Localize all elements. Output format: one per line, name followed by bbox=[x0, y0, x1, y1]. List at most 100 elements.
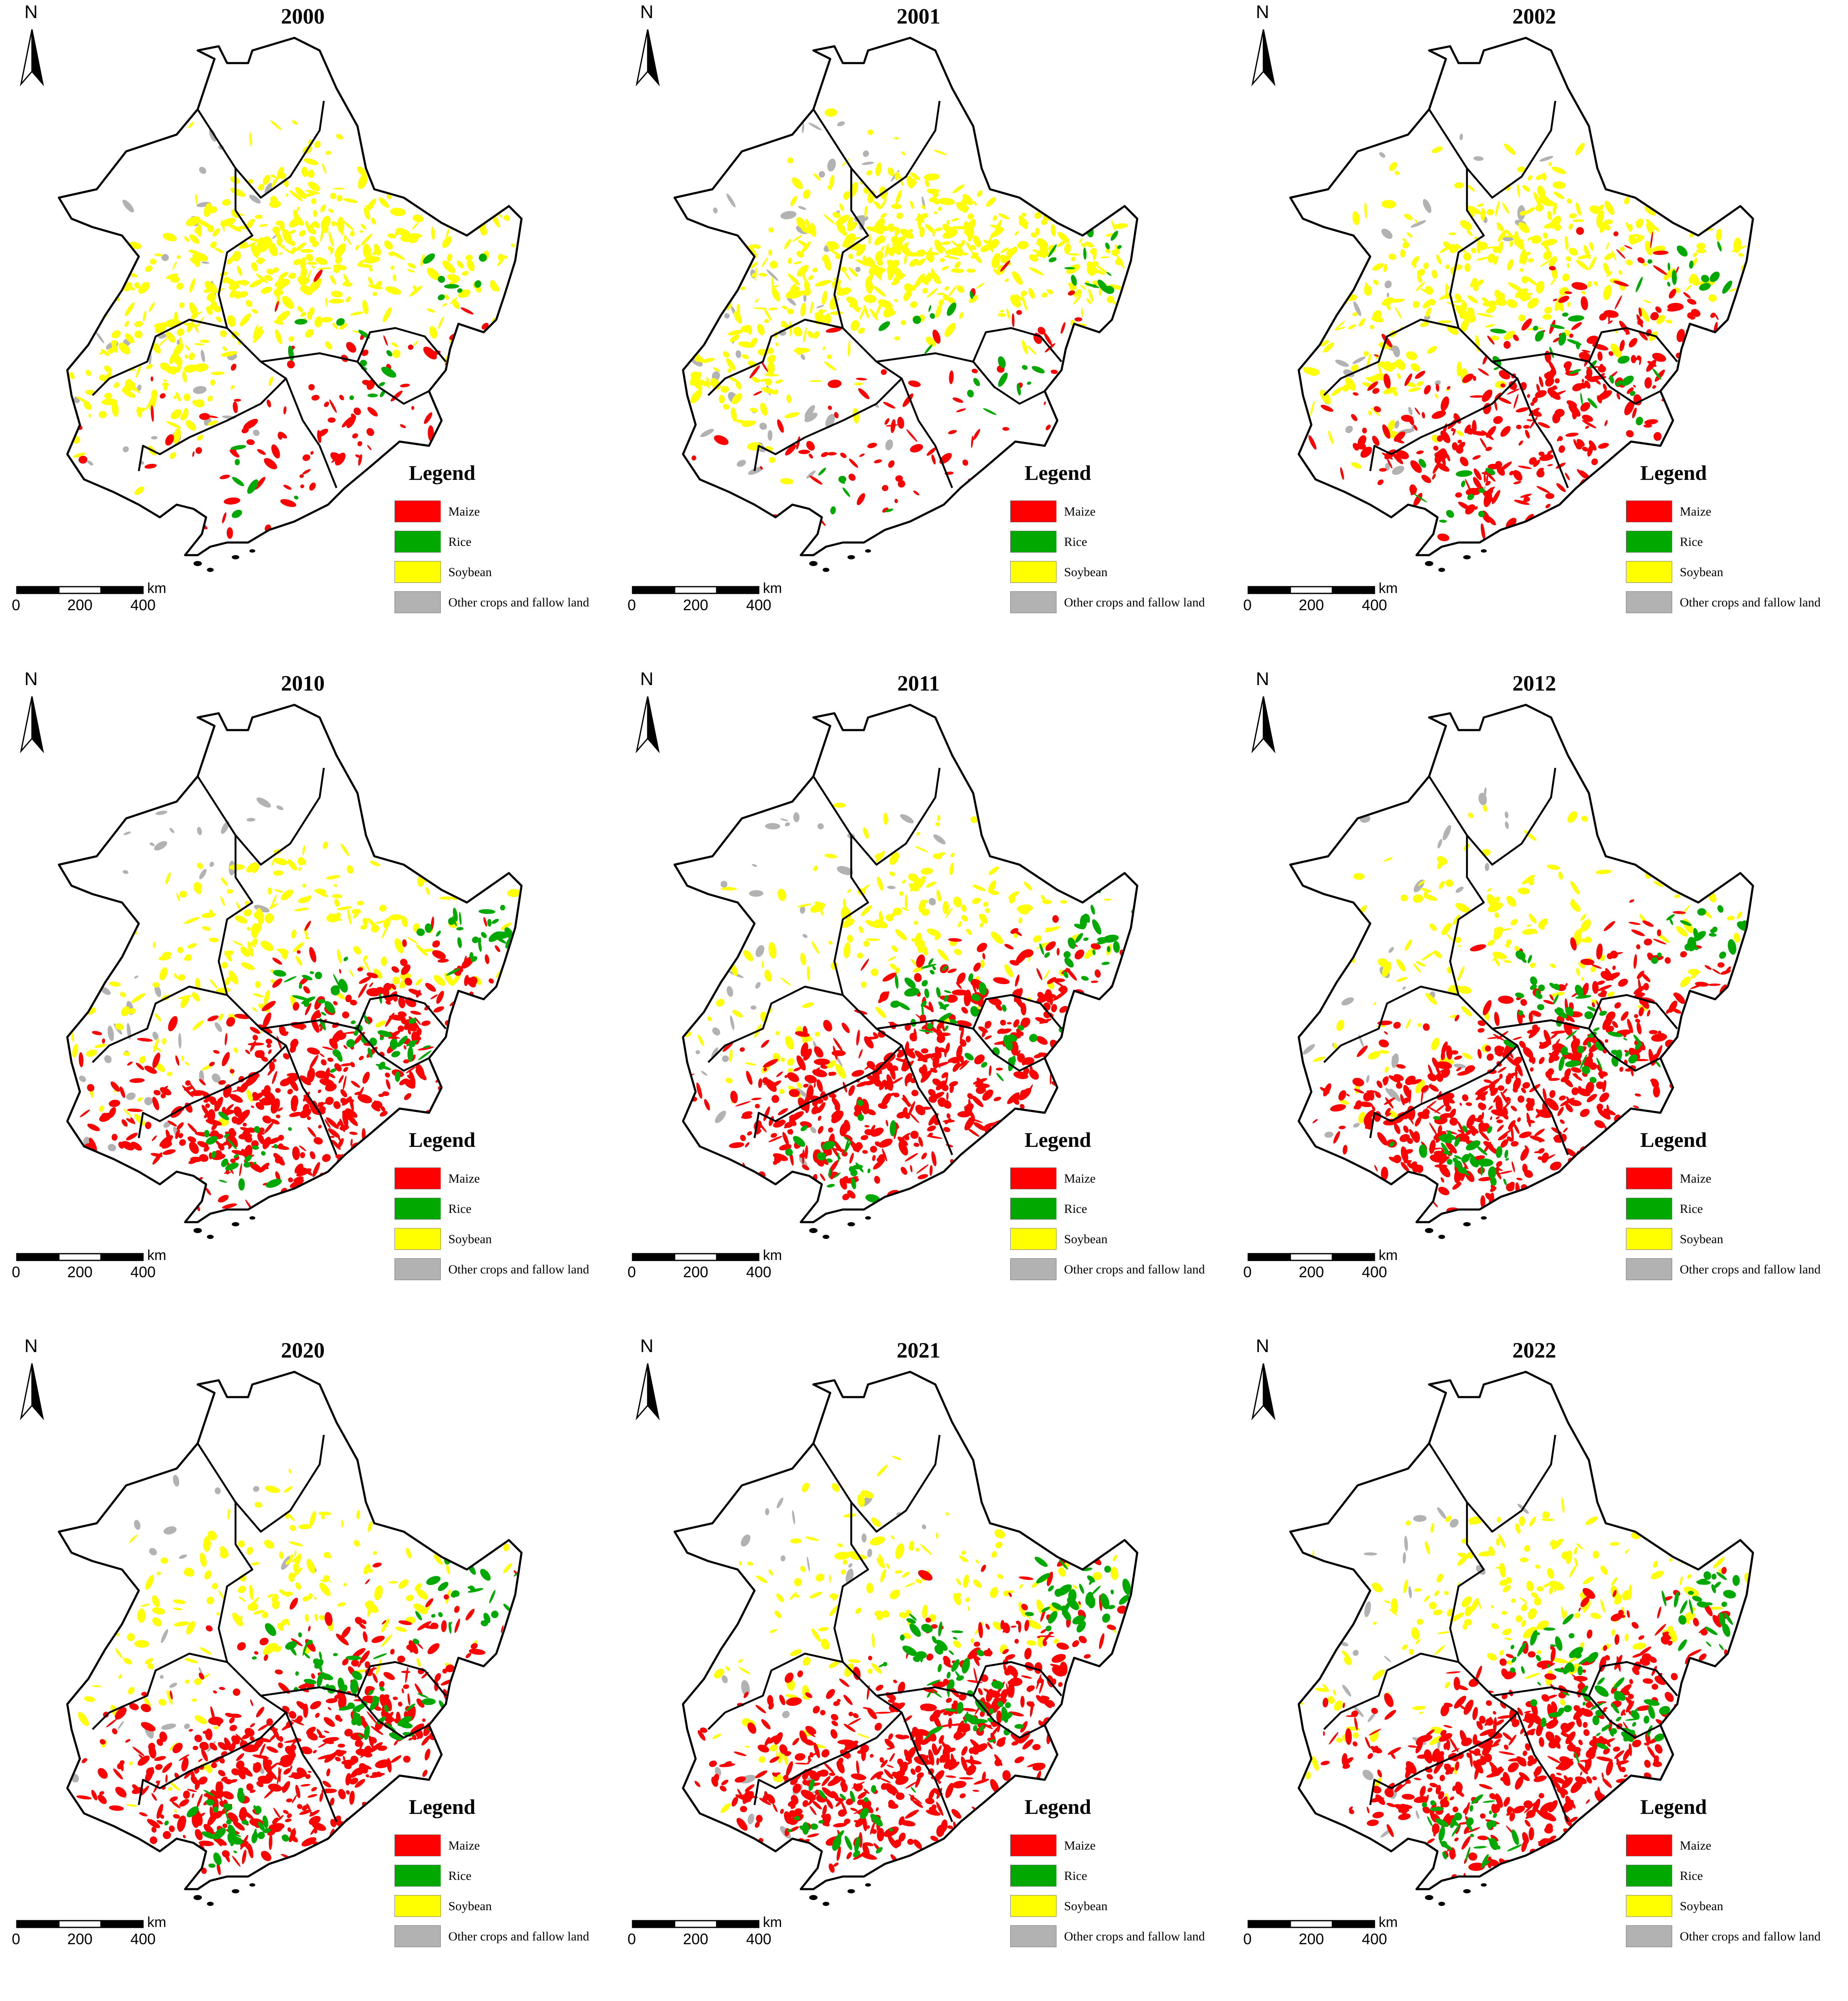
province-boundary bbox=[138, 1045, 287, 1138]
crop-patch-maize bbox=[261, 1056, 268, 1062]
crop-patch-soybean bbox=[246, 862, 258, 873]
crop-patch-maize bbox=[1091, 1067, 1109, 1075]
crop-patch-soybean bbox=[294, 908, 309, 911]
crop-patch-maize bbox=[137, 1210, 148, 1222]
crop-patch-soybean bbox=[1521, 276, 1528, 283]
crop-patch-maize bbox=[1688, 1000, 1691, 1004]
crop-patch-maize bbox=[346, 342, 356, 353]
crop-patch-rice bbox=[949, 1019, 957, 1024]
crop-patch-maize bbox=[411, 406, 414, 410]
crop-patch-other bbox=[1473, 156, 1484, 161]
crop-patch-maize bbox=[1604, 1039, 1608, 1043]
crop-patch-soybean bbox=[185, 420, 196, 431]
crop-patch-other bbox=[644, 354, 657, 370]
crop-patch-maize bbox=[429, 1113, 434, 1125]
crop-patch-soybean bbox=[1569, 213, 1577, 219]
crop-patch-maize bbox=[848, 1085, 855, 1096]
crop-patch-maize bbox=[1483, 1000, 1492, 1016]
crop-patch-other bbox=[1324, 1131, 1334, 1138]
crop-patch-maize bbox=[233, 1106, 242, 1117]
crop-patch-maize bbox=[330, 1135, 335, 1138]
crop-patch-soybean bbox=[183, 365, 197, 373]
crop-patch-maize bbox=[294, 1163, 303, 1174]
crop-patch-rice bbox=[1080, 915, 1087, 929]
crop-patch-soybean bbox=[6, 437, 16, 446]
crop-patch-maize bbox=[1558, 445, 1565, 453]
legend-label: Rice bbox=[448, 1202, 471, 1216]
crop-patch-maize bbox=[1624, 400, 1634, 416]
crop-patch-soybean bbox=[843, 898, 846, 909]
crop-patch-maize bbox=[789, 1089, 800, 1097]
crop-patch-soybean bbox=[810, 223, 816, 237]
crop-patch-maize bbox=[1538, 1057, 1545, 1064]
crop-patch-maize bbox=[339, 394, 344, 400]
crop-patch-maize bbox=[742, 1111, 752, 1117]
crop-patch-maize bbox=[1511, 1106, 1517, 1112]
legend-item: Other crops and fallow land bbox=[1010, 1258, 1229, 1281]
crop-patch-other bbox=[1437, 839, 1443, 849]
crop-patch-maize bbox=[372, 1101, 382, 1109]
crop-patch-rice bbox=[822, 1141, 835, 1150]
crop-patch-rice bbox=[842, 487, 850, 497]
crop-patch-rice bbox=[224, 1133, 230, 1138]
crop-patch-maize bbox=[955, 1194, 962, 1199]
crop-patch-maize bbox=[943, 1127, 950, 1133]
crop-patch-soybean bbox=[976, 283, 985, 289]
crop-patch-maize bbox=[1522, 1164, 1528, 1173]
crop-patch-other bbox=[1353, 1123, 1360, 1128]
crop-patch-soybean bbox=[949, 940, 957, 946]
crop-patch-maize bbox=[312, 1162, 320, 1177]
province-boundary bbox=[260, 1019, 430, 1072]
crop-patch-maize bbox=[218, 1143, 224, 1149]
crop-patch-maize bbox=[763, 1106, 770, 1121]
crop-patch-soybean bbox=[1585, 936, 1592, 942]
crop-patch-soybean bbox=[1045, 927, 1052, 932]
crop-patch-soybean bbox=[59, 330, 64, 341]
crop-patch-maize bbox=[932, 1078, 941, 1086]
crop-patch-maize bbox=[1016, 310, 1022, 315]
crop-patch-maize bbox=[771, 1095, 779, 1103]
crop-patch-maize bbox=[223, 497, 241, 505]
crop-patch-maize bbox=[1485, 481, 1491, 486]
crop-patch-soybean bbox=[104, 393, 112, 399]
crop-patch-maize bbox=[192, 451, 195, 457]
crop-patch-soybean bbox=[131, 993, 146, 1003]
crop-patch-other bbox=[805, 405, 815, 418]
crop-patch-soybean bbox=[878, 266, 883, 279]
crop-patch-soybean bbox=[1635, 220, 1641, 223]
crop-patch-maize bbox=[327, 1057, 334, 1062]
crop-patch-maize bbox=[1538, 422, 1550, 428]
crop-patch-maize bbox=[793, 1067, 802, 1072]
crop-patch-maize bbox=[691, 455, 696, 461]
crop-patch-maize bbox=[1634, 1014, 1639, 1019]
crop-patch-rice bbox=[368, 1047, 373, 1058]
crop-patch-soybean bbox=[643, 381, 654, 391]
crop-patch-soybean bbox=[796, 1082, 802, 1089]
crop-patch-maize bbox=[1383, 373, 1391, 389]
crop-patch-maize bbox=[176, 1122, 184, 1130]
crop-patch-rice bbox=[865, 1194, 880, 1203]
crop-patch-soybean bbox=[1536, 174, 1544, 180]
crop-patches bbox=[59, 1469, 522, 1889]
crop-patch-soybean bbox=[351, 909, 357, 914]
crop-patch-maize bbox=[729, 1142, 744, 1149]
crop-patch-soybean bbox=[1733, 932, 1740, 943]
crop-patch-maize bbox=[1565, 1070, 1570, 1077]
crop-patch-soybean bbox=[538, 914, 546, 921]
crop-patch-soybean bbox=[1540, 199, 1555, 206]
crop-patch-other bbox=[59, 1660, 68, 1666]
crop-patch-rice bbox=[1530, 976, 1538, 985]
crop-patch-soybean bbox=[1088, 289, 1093, 302]
crop-patch-rice bbox=[800, 1125, 808, 1131]
crop-patch-maize bbox=[391, 983, 396, 990]
crop-patch-maize bbox=[225, 1110, 231, 1116]
crop-patch-maize bbox=[976, 980, 979, 990]
crop-patch-soybean bbox=[991, 253, 1001, 269]
crop-patch-maize bbox=[471, 381, 481, 389]
crop-patch-soybean bbox=[874, 235, 884, 246]
crop-patch-soybean bbox=[128, 1008, 136, 1014]
crop-patch-soybean bbox=[197, 220, 210, 228]
crop-patch-rice bbox=[1549, 982, 1557, 990]
crop-patch-soybean bbox=[1456, 430, 1464, 436]
crop-patch-soybean bbox=[725, 1077, 733, 1084]
